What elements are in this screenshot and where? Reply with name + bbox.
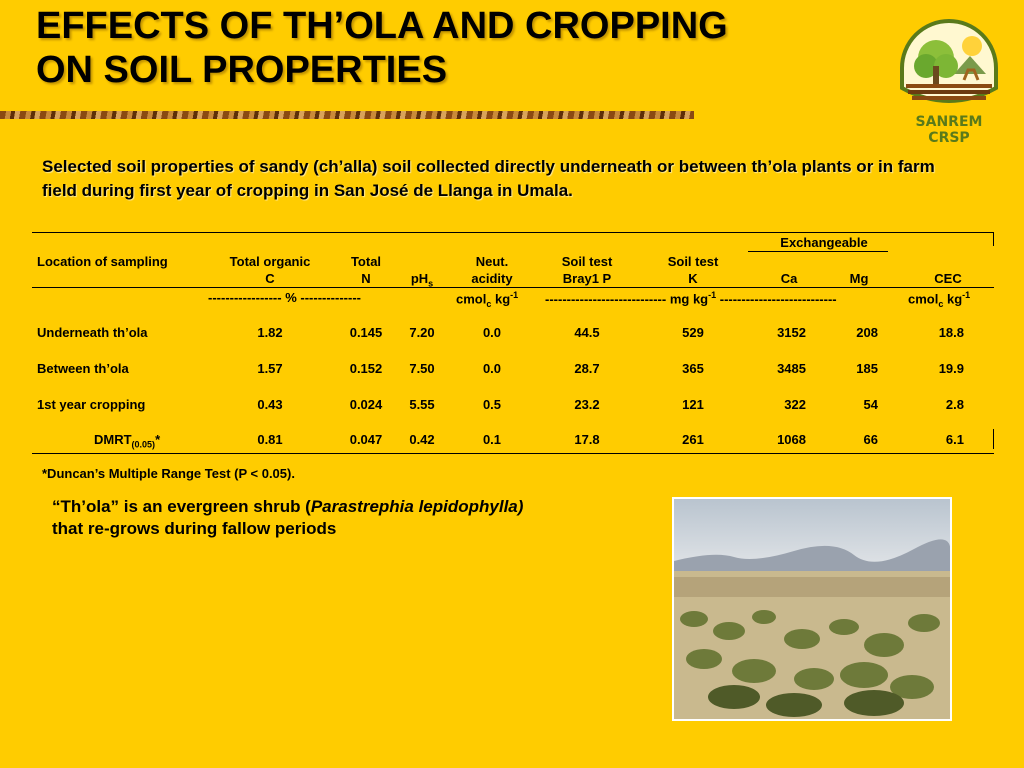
- shrub-note-line-1: “Th’ola” is an evergreen shrub (Parastre…: [52, 496, 652, 518]
- row3-p: 23.2: [574, 397, 600, 412]
- header-toc-2: C: [265, 271, 275, 286]
- row4-p: 17.8: [574, 432, 600, 447]
- row3-ph: 5.55: [409, 397, 435, 412]
- row3-tn: 0.024: [349, 397, 383, 412]
- title-divider: [0, 111, 694, 119]
- row3-cec: 2.8: [945, 397, 964, 412]
- header-rule: [32, 287, 994, 288]
- table-edge-tick: [993, 232, 994, 246]
- row2-acid: 0.0: [482, 361, 502, 376]
- row3-mg: 54: [863, 397, 878, 412]
- row4-location: DMRT(0.05)*: [94, 432, 161, 450]
- group-header-underline: [748, 251, 888, 252]
- footnote: *Duncan’s Multiple Range Test (P < 0.05)…: [42, 466, 295, 481]
- title-line-1: EFFECTS OF TH’OLA AND CROPPING: [36, 5, 728, 47]
- header-acid-2: acidity: [471, 271, 513, 286]
- page-title: EFFECTS OF TH’OLA AND CROPPING ON SOIL P…: [36, 4, 896, 92]
- header-tn-1: Total: [350, 254, 382, 269]
- row1-tn: 0.145: [349, 325, 383, 340]
- row2-cec: 19.9: [938, 361, 964, 376]
- sanrem-logo: SANREM CRSP: [896, 18, 1002, 146]
- shrub-note-pre: “Th’ola” is an evergreen shrub (: [52, 497, 311, 516]
- row3-location: 1st year cropping: [37, 397, 146, 412]
- header-ca: Ca: [780, 271, 798, 286]
- group-header-exchangeable: Exchangeable: [780, 235, 868, 250]
- row3-acid: 0.5: [482, 397, 502, 412]
- header-ph: pHs: [410, 271, 434, 289]
- row1-p: 44.5: [574, 325, 600, 340]
- units-cmol-cec: cmolc kg-1: [908, 290, 971, 309]
- row4-toc: 0.81: [257, 432, 283, 447]
- row1-ca: 3152: [777, 325, 806, 340]
- title-line-2: ON SOIL PROPERTIES: [36, 49, 448, 91]
- logo-emblem-icon: [900, 19, 998, 103]
- header-p-2: Bray1 P: [562, 271, 612, 286]
- header-mg: Mg: [849, 271, 869, 286]
- soil-properties-table: Exchangeable Location of sampling Total …: [32, 232, 994, 461]
- altiplano-landscape-image: [674, 499, 950, 719]
- table-edge-tick-lower: [993, 429, 994, 449]
- shrub-note-line-2: that re-grows during fallow periods: [52, 519, 337, 538]
- row1-location: Underneath th’ola: [37, 325, 148, 340]
- table-bottom-rule: [32, 453, 994, 454]
- header-acid-1: Neut.: [475, 254, 509, 269]
- header-toc-1: Total organic: [229, 254, 311, 269]
- header-cec: CEC: [934, 271, 962, 286]
- units-cmol-acidity: cmolc kg-1: [456, 290, 519, 309]
- row4-ca: 1068: [777, 432, 806, 447]
- row1-ph: 7.20: [409, 325, 435, 340]
- row2-toc: 1.57: [257, 361, 283, 376]
- row1-toc: 1.82: [257, 325, 283, 340]
- header-tn-2: N: [361, 271, 371, 286]
- row3-ca: 322: [784, 397, 806, 412]
- row4-k: 261: [682, 432, 704, 447]
- header-p-1: Soil test: [561, 254, 613, 269]
- shrub-note-species: Parastrephia lepidophylla): [310, 497, 524, 516]
- row2-mg: 185: [856, 361, 878, 376]
- units-mg-kg: ---------------------------- mg kg-1 ---…: [545, 290, 837, 307]
- row4-cec: 6.1: [945, 432, 964, 447]
- row3-toc: 0.43: [257, 397, 283, 412]
- row2-ca: 3485: [777, 361, 806, 376]
- row2-ph: 7.50: [409, 361, 435, 376]
- row1-cec: 18.8: [938, 325, 964, 340]
- row4-mg: 66: [863, 432, 878, 447]
- table-top-rule: [32, 232, 994, 233]
- row4-tn: 0.047: [349, 432, 383, 447]
- row2-k: 365: [682, 361, 704, 376]
- logo-text: SANREM CRSP: [915, 114, 983, 146]
- header-location: Location of sampling: [37, 254, 168, 269]
- row2-location: Between th’ola: [37, 361, 129, 376]
- row1-acid: 0.0: [482, 325, 502, 340]
- row4-acid: 0.1: [482, 432, 502, 447]
- row1-k: 529: [682, 325, 704, 340]
- shrub-note: “Th’ola” is an evergreen shrub (Parastre…: [52, 496, 652, 540]
- row1-mg: 208: [856, 325, 878, 340]
- table-caption: Selected soil properties of sandy (ch’al…: [42, 157, 935, 200]
- row2-tn: 0.152: [349, 361, 383, 376]
- header-k-1: Soil test: [667, 254, 719, 269]
- header-k-2: K: [688, 271, 698, 286]
- row4-ph: 0.42: [409, 432, 435, 447]
- units-percent: ----------------- % --------------: [208, 290, 361, 305]
- row2-p: 28.7: [574, 361, 600, 376]
- row3-k: 121: [682, 397, 704, 412]
- field-photo: [672, 497, 952, 721]
